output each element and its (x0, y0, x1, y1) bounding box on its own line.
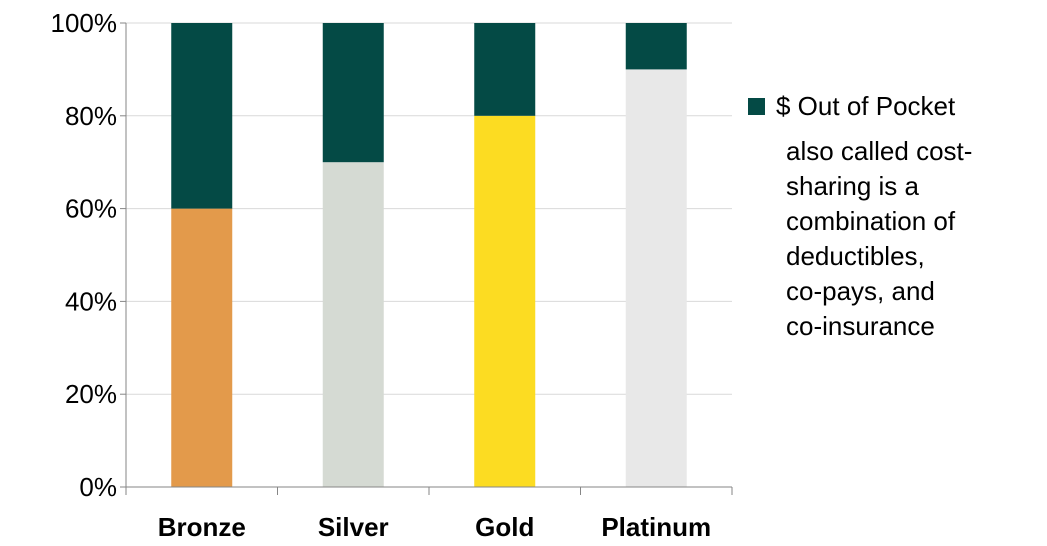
bar-gold-out-of-pocket (474, 23, 536, 116)
y-tick-label: 20% (65, 379, 117, 409)
x-category-labels: Bronze Silver Gold Platinum (158, 512, 711, 542)
legend-note-line: also called cost- (786, 136, 973, 166)
y-tick-label: 0% (79, 472, 117, 502)
legend-note-line: co-pays, and (786, 276, 935, 306)
bar-platinum-plan-share (625, 69, 687, 488)
bar-gold-plan-share (474, 115, 536, 488)
legend-note-line: sharing is a (786, 171, 919, 201)
bar-bronze-out-of-pocket (171, 23, 233, 209)
legend-note-line: co-insurance (786, 311, 935, 341)
bars (171, 23, 687, 488)
axes (120, 22, 733, 495)
legend: $ Out of Pocket also called cost- sharin… (748, 86, 1038, 344)
y-tick-label: 80% (65, 101, 117, 131)
x-category-label: Bronze (158, 512, 246, 542)
bar-silver-plan-share (322, 162, 384, 487)
bar-platinum-out-of-pocket (625, 23, 687, 70)
y-tick-labels: 0% 20% 40% 60% 80% 100% (51, 8, 118, 502)
legend-swatch-out-of-pocket (748, 97, 765, 115)
bar-silver-out-of-pocket (322, 23, 384, 163)
legend-note-line: deductibles, (786, 241, 925, 271)
x-category-label: Platinum (601, 512, 711, 542)
y-tick-label: 60% (65, 194, 117, 224)
x-category-label: Silver (318, 512, 389, 542)
legend-note-line: combination of (786, 206, 956, 236)
legend-entry-out-of-pocket: $ Out of Pocket (748, 86, 1038, 126)
legend-note: also called cost- sharing is a combinati… (786, 134, 1036, 344)
y-tick-label: 40% (65, 286, 117, 316)
bar-bronze-plan-share (171, 208, 233, 487)
x-category-label: Gold (475, 512, 534, 542)
legend-label-out-of-pocket: $ Out of Pocket (776, 91, 956, 121)
y-tick-label: 100% (51, 8, 118, 38)
